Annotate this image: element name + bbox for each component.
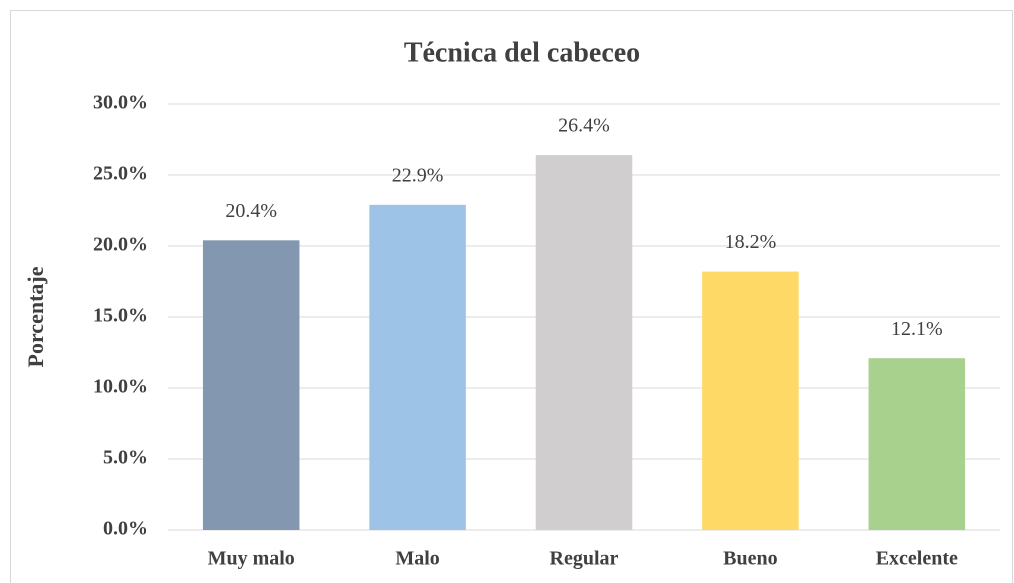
data-label: 18.2%	[725, 231, 777, 253]
bar	[702, 271, 799, 530]
y-tick-label: 5.0%	[103, 447, 148, 469]
x-tick-label: Muy malo	[208, 548, 295, 570]
y-tick-label: 25.0%	[93, 163, 148, 185]
data-label: 26.4%	[558, 115, 610, 137]
y-tick-label: 30.0%	[93, 92, 148, 114]
y-axis-label: Porcentaje	[23, 266, 48, 367]
bar	[868, 358, 966, 530]
y-tick-label: 0.0%	[103, 518, 148, 540]
x-tick-label: Excelente	[876, 548, 958, 570]
bar	[202, 240, 300, 530]
data-label: 20.4%	[225, 200, 277, 222]
x-tick-label: Regular	[550, 548, 619, 570]
y-tick-label: 20.0%	[93, 234, 148, 256]
data-label: 12.1%	[891, 318, 943, 340]
x-tick-label: Bueno	[723, 548, 777, 570]
x-tick-label: Malo	[395, 548, 439, 570]
y-tick-label: 10.0%	[93, 376, 148, 398]
bar	[369, 204, 466, 530]
chart-title: Técnica del cabeceo	[404, 37, 640, 68]
data-label: 22.9%	[392, 164, 444, 186]
chart-border	[10, 10, 1013, 583]
bar	[535, 155, 633, 530]
y-tick-label: 15.0%	[93, 305, 148, 327]
